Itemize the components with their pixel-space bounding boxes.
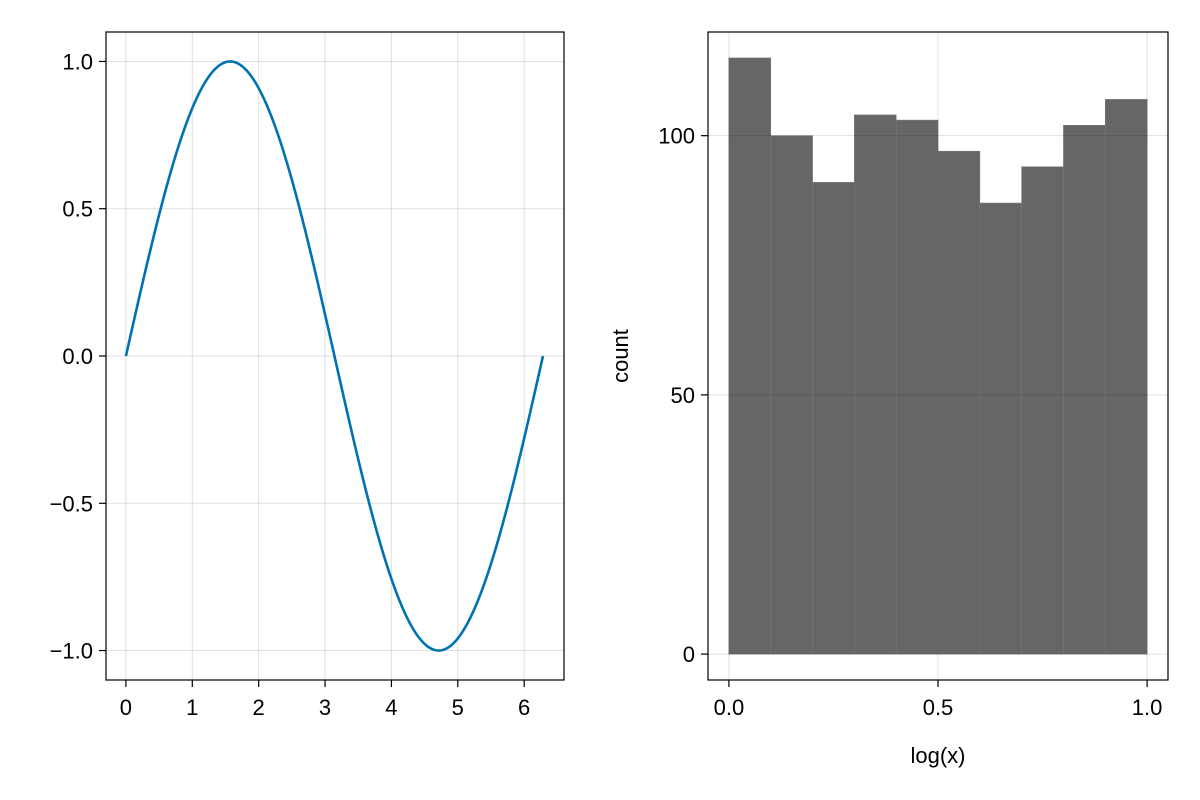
- histogram-x-tick-label: 0.5: [923, 695, 954, 720]
- histogram-bar: [979, 202, 1022, 655]
- histogram-y-axis-label: count: [608, 329, 633, 383]
- histogram-bars: [728, 57, 1148, 655]
- line-plot-y-tick-labels: −1.0 −0.5 0.0 0.5 1.0: [50, 49, 93, 663]
- line-plot-y-tick-label: −0.5: [50, 491, 93, 516]
- histogram-x-tick-label: 1.0: [1132, 695, 1163, 720]
- line-plot-y-tick-label: 1.0: [62, 49, 93, 74]
- line-plot-x-tick-label: 3: [319, 695, 331, 720]
- line-plot-y-tick-label: 0.5: [62, 197, 93, 222]
- histogram-y-tick-label: 0: [683, 642, 695, 667]
- histogram-y-tick-labels: 0 50 100: [658, 124, 695, 667]
- histogram-bar: [1021, 166, 1064, 655]
- histogram-bar: [937, 150, 981, 655]
- histogram-grid: [708, 32, 1168, 680]
- histogram-bar: [854, 114, 897, 655]
- histogram-x-tick-labels: 0.0 0.5 1.0: [714, 695, 1163, 720]
- histogram-bar: [812, 182, 855, 655]
- line-plot-ticks: [99, 60, 525, 687]
- line-plot-x-tick-label: 4: [385, 695, 397, 720]
- line-plot-x-tick-label: 2: [253, 695, 265, 720]
- line-plot-x-tick-label: 5: [452, 695, 464, 720]
- histogram-x-tick-label: 0.0: [714, 695, 745, 720]
- line-plot-x-tick-label: 1: [186, 695, 198, 720]
- line-plot-y-tick-label: −1.0: [50, 639, 93, 664]
- line-plot-x-tick-labels: 0 1 2 3 4 5 6: [120, 695, 531, 720]
- histogram-bar: [1063, 125, 1106, 655]
- histogram-x-axis-label: log(x): [910, 743, 965, 768]
- histogram-bar: [1104, 99, 1148, 655]
- line-plot-series: [124, 60, 545, 652]
- line-plot-y-tick-label: 0.0: [62, 344, 93, 369]
- line-plot-x-tick-label: 6: [518, 695, 530, 720]
- histogram-bar: [770, 135, 813, 655]
- histogram-bar: [728, 57, 772, 655]
- histogram-y-tick-label: 100: [658, 124, 695, 149]
- sine-series-line: [124, 60, 545, 652]
- line-plot-panel: 0 1 2 3 4 5 6 −1.0 −0.5 0.0 0.5 1.0: [50, 31, 565, 720]
- histogram-ticks: [701, 135, 1148, 687]
- histogram-y-tick-label: 50: [671, 383, 695, 408]
- histogram-bar: [895, 119, 939, 655]
- line-plot-x-tick-label: 0: [120, 695, 132, 720]
- histogram-panel: 0.0 0.5 1.0 0 50 100 log(x) count: [608, 31, 1169, 768]
